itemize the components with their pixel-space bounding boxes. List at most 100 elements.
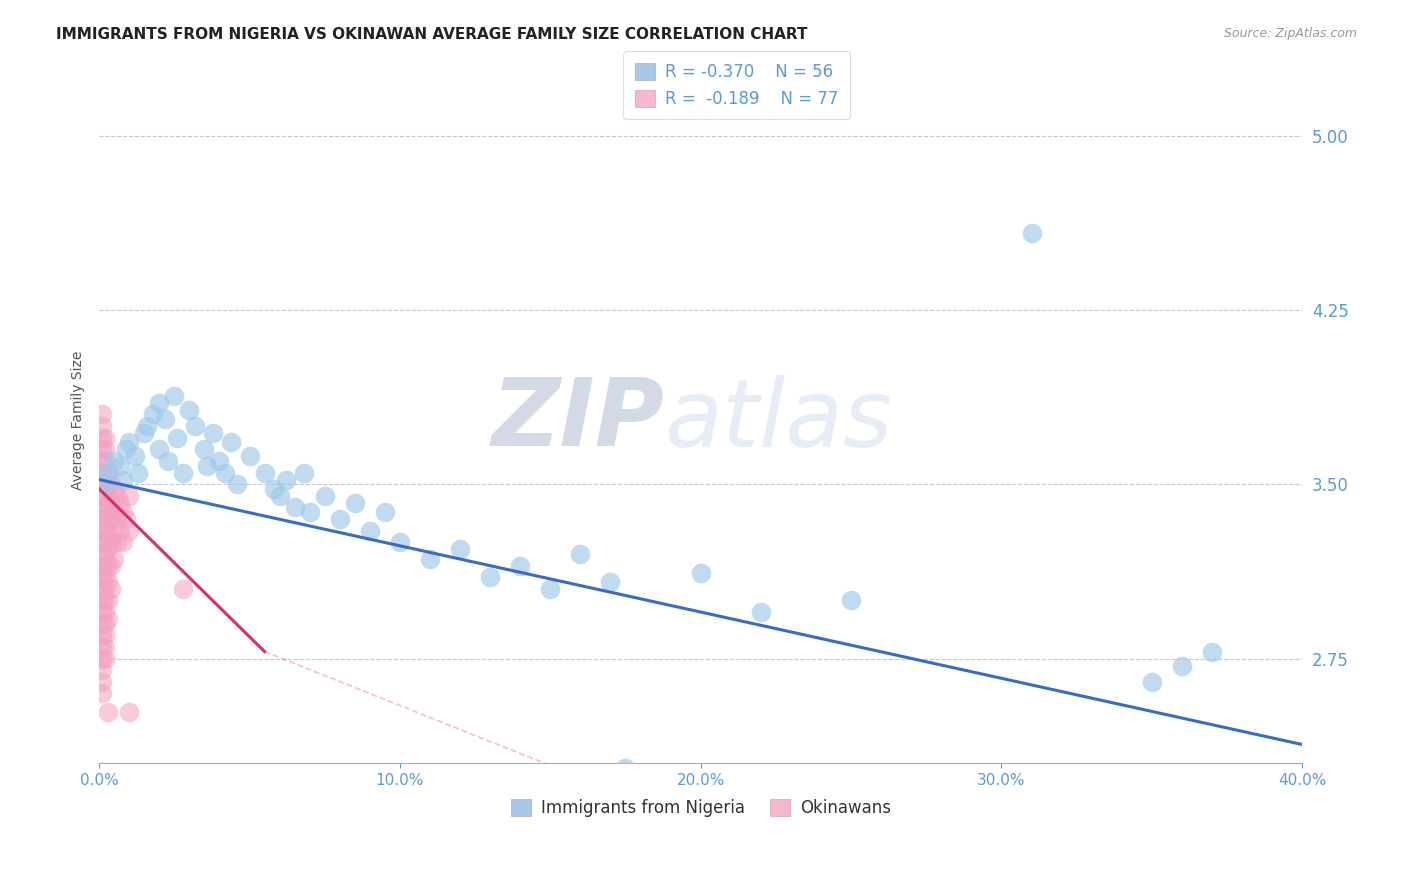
Point bbox=[97, 558, 120, 573]
Point bbox=[91, 431, 114, 445]
Point bbox=[94, 651, 117, 665]
Point bbox=[94, 442, 117, 457]
Point bbox=[97, 574, 120, 589]
Point bbox=[100, 512, 122, 526]
Point bbox=[103, 482, 125, 496]
Point bbox=[538, 582, 561, 596]
Point bbox=[314, 489, 336, 503]
Point bbox=[100, 496, 122, 510]
Point bbox=[103, 528, 125, 542]
Point bbox=[157, 454, 180, 468]
Point bbox=[253, 466, 276, 480]
Point bbox=[94, 477, 117, 491]
Point bbox=[115, 512, 138, 526]
Point bbox=[274, 473, 297, 487]
Point bbox=[100, 535, 122, 549]
Point bbox=[91, 674, 114, 689]
Point bbox=[197, 458, 219, 473]
Point bbox=[94, 640, 117, 654]
Point bbox=[329, 512, 352, 526]
Point bbox=[94, 628, 117, 642]
Point bbox=[91, 408, 114, 422]
Point bbox=[1201, 644, 1223, 658]
Point bbox=[839, 593, 862, 607]
Point bbox=[284, 500, 307, 515]
Point bbox=[100, 558, 122, 573]
Point bbox=[91, 489, 114, 503]
Point bbox=[94, 570, 117, 584]
Point bbox=[749, 605, 772, 619]
Point bbox=[97, 705, 120, 719]
Point bbox=[94, 616, 117, 631]
Point bbox=[118, 524, 141, 538]
Text: Source: ZipAtlas.com: Source: ZipAtlas.com bbox=[1223, 27, 1357, 40]
Point bbox=[103, 505, 125, 519]
Point bbox=[208, 454, 231, 468]
Point bbox=[94, 512, 117, 526]
Point bbox=[479, 570, 502, 584]
Point bbox=[115, 442, 138, 457]
Point bbox=[91, 593, 114, 607]
Point bbox=[100, 477, 122, 491]
Point bbox=[269, 489, 291, 503]
Point bbox=[166, 431, 188, 445]
Point bbox=[97, 482, 120, 496]
Point bbox=[103, 454, 125, 468]
Point bbox=[108, 524, 131, 538]
Point bbox=[163, 389, 186, 403]
Point bbox=[91, 686, 114, 700]
Point bbox=[94, 431, 117, 445]
Point bbox=[94, 593, 117, 607]
Point bbox=[148, 396, 170, 410]
Point bbox=[91, 582, 114, 596]
Point bbox=[1171, 658, 1194, 673]
Point bbox=[91, 663, 114, 677]
Text: IMMIGRANTS FROM NIGERIA VS OKINAWAN AVERAGE FAMILY SIZE CORRELATION CHART: IMMIGRANTS FROM NIGERIA VS OKINAWAN AVER… bbox=[56, 27, 807, 42]
Point bbox=[91, 605, 114, 619]
Point bbox=[103, 551, 125, 566]
Point bbox=[105, 489, 128, 503]
Point bbox=[94, 558, 117, 573]
Point bbox=[202, 426, 225, 441]
Point bbox=[91, 466, 114, 480]
Point bbox=[91, 547, 114, 561]
Point bbox=[226, 477, 249, 491]
Point bbox=[97, 593, 120, 607]
Point bbox=[94, 489, 117, 503]
Point bbox=[127, 466, 149, 480]
Point bbox=[94, 454, 117, 468]
Point bbox=[108, 496, 131, 510]
Point bbox=[91, 442, 114, 457]
Point bbox=[97, 466, 120, 480]
Point bbox=[172, 582, 194, 596]
Point bbox=[263, 482, 285, 496]
Point bbox=[91, 616, 114, 631]
Point bbox=[118, 489, 141, 503]
Point bbox=[221, 435, 243, 450]
Point bbox=[97, 612, 120, 626]
Point bbox=[509, 558, 531, 573]
Point bbox=[118, 705, 141, 719]
Point bbox=[91, 512, 114, 526]
Point bbox=[1140, 674, 1163, 689]
Point bbox=[238, 450, 260, 464]
Point bbox=[1021, 226, 1043, 240]
Point bbox=[91, 640, 114, 654]
Point bbox=[100, 582, 122, 596]
Text: ZIP: ZIP bbox=[492, 375, 665, 467]
Point bbox=[184, 419, 207, 434]
Point bbox=[689, 566, 711, 580]
Point bbox=[91, 477, 114, 491]
Point bbox=[419, 551, 441, 566]
Point bbox=[94, 605, 117, 619]
Point bbox=[94, 524, 117, 538]
Point bbox=[91, 570, 114, 584]
Point bbox=[298, 505, 321, 519]
Point bbox=[97, 528, 120, 542]
Point bbox=[94, 500, 117, 515]
Point bbox=[449, 542, 471, 557]
Point bbox=[155, 412, 177, 426]
Point bbox=[91, 628, 114, 642]
Point bbox=[614, 761, 637, 775]
Point bbox=[374, 505, 396, 519]
